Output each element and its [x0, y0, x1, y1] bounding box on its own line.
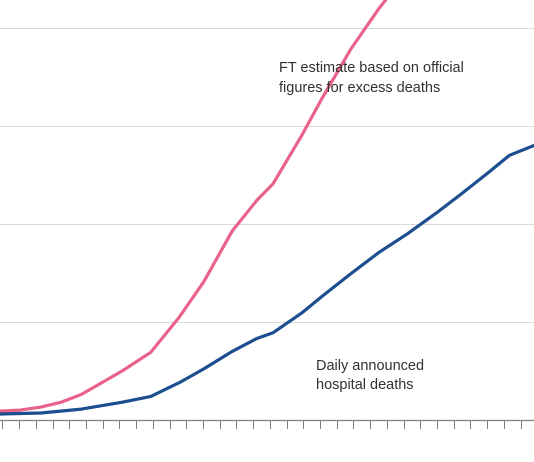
annotation-ft-line-1: FT estimate based on official [279, 60, 464, 76]
annotation-hospital-line-1: Daily announced [316, 358, 424, 374]
series-group [0, 0, 534, 416]
gridlines [0, 28, 534, 323]
x-axis [0, 419, 534, 429]
series-line-ft-estimate [0, 0, 388, 413]
annotation-hospital-line-2: hospital deaths [316, 377, 414, 393]
series-line-hospital [0, 143, 534, 416]
annotation-ft-line-2: figures for excess deaths [279, 80, 440, 96]
annotations: FT estimate based on official figures fo… [279, 60, 464, 393]
